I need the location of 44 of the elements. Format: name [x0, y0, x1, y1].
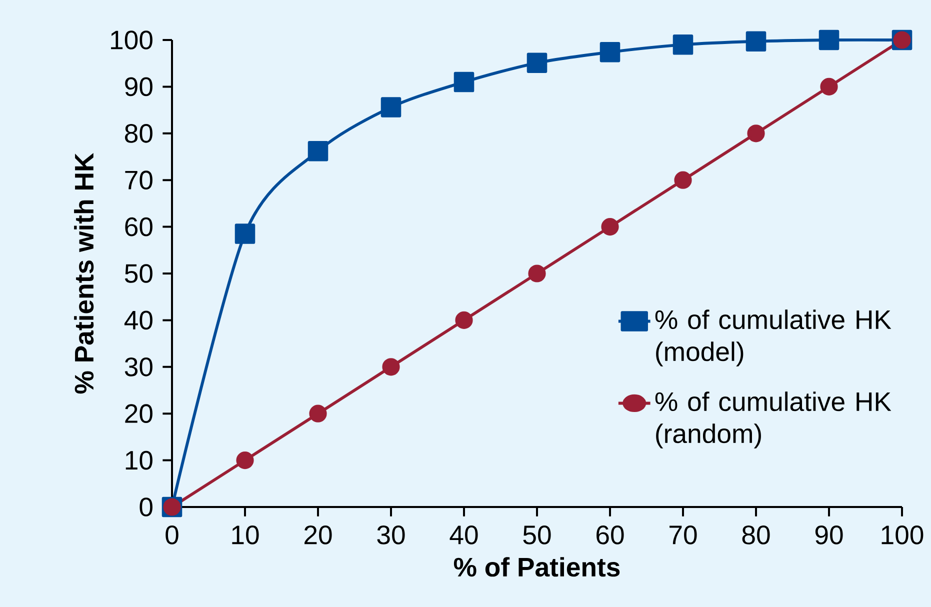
y-tick-label: 10 — [126, 450, 152, 470]
point — [455, 311, 473, 329]
x-tick-label: 60 — [596, 526, 624, 544]
y-tick-label: 30 — [124, 357, 152, 376]
point — [234, 224, 256, 244]
point — [526, 52, 548, 74]
y-tick-label: 60 — [125, 217, 152, 236]
y-axis-title: % Patients with HK — [74, 153, 94, 394]
y-tick-label: 70 — [125, 170, 152, 190]
point — [309, 404, 327, 422]
x-tick-label: 100 — [882, 526, 924, 544]
point — [600, 42, 620, 62]
x-tick-label: 50 — [523, 526, 551, 544]
point — [236, 452, 254, 470]
y-tick-label: 0 — [140, 498, 152, 516]
point — [601, 218, 619, 236]
y-tick-label: 50 — [124, 264, 152, 283]
point — [382, 358, 400, 376]
y-tick-label: 20 — [125, 404, 152, 424]
legend-label: % of cumulative HK (model) — [655, 310, 892, 366]
x-tick-label: 10 — [232, 526, 259, 544]
point — [746, 31, 766, 52]
point — [818, 30, 840, 50]
point — [747, 124, 765, 142]
point — [674, 171, 692, 189]
y-tick-label: 100 — [111, 30, 152, 50]
y-tick-label: 40 — [124, 310, 152, 330]
x-tick-label: 40 — [450, 526, 478, 544]
point — [380, 97, 402, 118]
x-axis-title: % of Patients — [454, 557, 620, 577]
point — [308, 141, 328, 162]
x-tick-label: 0 — [166, 526, 178, 544]
y-tick-label: 80 — [125, 124, 152, 143]
x-tick-label: 80 — [742, 526, 770, 544]
x-tick-label: 70 — [670, 526, 697, 544]
x-tick-label: 90 — [815, 526, 843, 544]
point — [672, 34, 694, 55]
x-tick-label: 20 — [304, 526, 332, 544]
y-tick-label: 90 — [125, 77, 152, 96]
x-tick-label: 30 — [377, 526, 405, 544]
legend-label: % of cumulative HK (random) — [655, 392, 892, 448]
point — [528, 264, 546, 282]
point — [820, 78, 838, 96]
point — [454, 72, 474, 92]
